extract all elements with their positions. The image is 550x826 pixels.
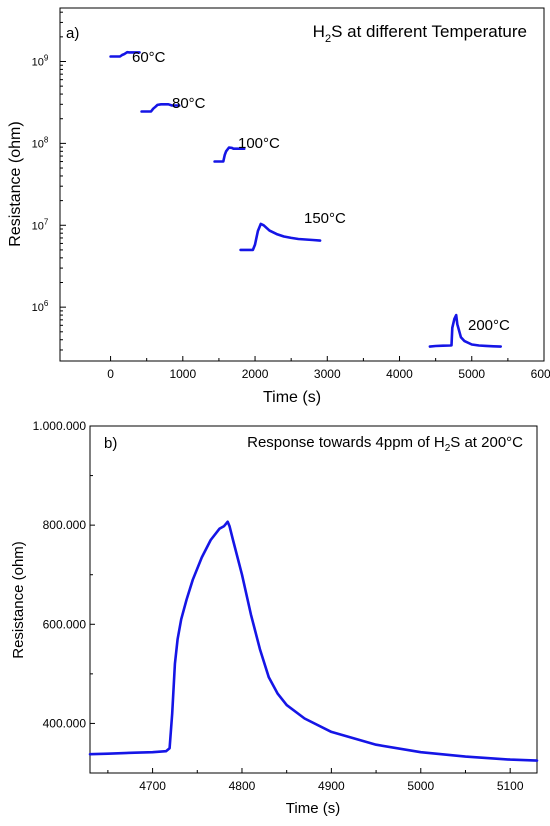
panel-a-x-tick-label: 6000 — [531, 367, 550, 381]
panel-a-plot-frame — [59, 7, 545, 362]
panel-a-label: a) — [66, 25, 79, 42]
panel-a-x-tick-label: 3000 — [314, 367, 341, 381]
panel-a-y-tick-label: 109 — [32, 53, 49, 68]
panel-b-x-tick-label: 5000 — [407, 779, 434, 793]
panel-a-title-rest: S at different Temperature — [331, 22, 527, 41]
panel-a-series-label: 60°C — [132, 49, 166, 66]
panel-a-series-line — [109, 50, 141, 58]
panel-a-y-tick-label: 107 — [32, 217, 49, 232]
panel-b-title-rest: S at 200°C — [450, 434, 523, 451]
panel-a-title-sub: 2 — [325, 33, 331, 45]
panel-a-y-axis-label: Resistance (ohm) — [7, 121, 24, 246]
panel-b-title-sub: 2 — [445, 443, 451, 454]
panel-b-label: b) — [104, 435, 117, 452]
panel-a-series-line — [140, 103, 181, 113]
panel-b-series-line — [88, 520, 539, 762]
panel-a-x-tick-label: 1000 — [169, 367, 196, 381]
panel-a-title-base: H — [313, 22, 325, 41]
panel-b-series — [88, 520, 539, 762]
panel-b-x-tick-label: 5100 — [497, 779, 524, 793]
panel-a-x-tick-label: 2000 — [242, 367, 269, 381]
panel-b-plot-frame — [89, 425, 538, 774]
panel-b: b) Response towards 4ppm of H2S at 200°C… — [10, 419, 539, 817]
panel-a-y-tick-label: 108 — [32, 135, 49, 150]
panel-b-y-tick-label: 800.000 — [43, 518, 87, 532]
panel-b-y-axis-label: Resistance (ohm) — [10, 541, 27, 659]
panel-a-series-label: 100°C — [238, 135, 280, 152]
panel-a-y-ticks: 106 107 108 109 — [32, 11, 66, 351]
panel-a-x-tick-label: 5000 — [458, 367, 485, 381]
panel-a-x-tick-label: 4000 — [386, 367, 413, 381]
panel-a-series-labels: 60°C 80°C 100°C 150°C 200°C — [132, 49, 510, 334]
panel-a-series — [109, 50, 503, 348]
panel-b-y-tick-label: 600.000 — [43, 617, 87, 631]
panel-b-x-tick-label: 4700 — [139, 779, 166, 793]
panel-a-series-label: 80°C — [172, 95, 206, 112]
panel-b-y-ticks: 400.000 600.000 800.000 1.000.000 — [33, 419, 95, 730]
panel-b-y-tick-label: 400.000 — [43, 716, 87, 730]
panel-a-series-label: 150°C — [304, 210, 346, 227]
panel-a-x-ticks: 0 1000 2000 3000 4000 5000 6000 — [107, 356, 550, 381]
panel-a: a) H2S at different Temperature Time (s)… — [7, 7, 550, 406]
panel-b-x-tick-label: 4900 — [318, 779, 345, 793]
panel-b-x-tick-label: 4800 — [229, 779, 256, 793]
panel-b-title: Response towards 4ppm of H2S at 200°C — [247, 434, 523, 454]
panel-a-title: H2S at different Temperature — [313, 22, 527, 45]
panel-a-series-line — [213, 146, 246, 163]
panel-a-series-line — [239, 222, 322, 252]
panel-b-x-ticks: 4700 4800 4900 5000 5100 — [107, 768, 524, 793]
panel-b-y-tick-label: 1.000.000 — [33, 419, 87, 433]
panel-a-y-tick-label: 106 — [32, 299, 49, 314]
panel-b-x-axis-label: Time (s) — [286, 800, 340, 817]
panel-a-x-tick-label: 0 — [107, 367, 114, 381]
panel-a-x-axis-label: Time (s) — [263, 389, 321, 406]
panel-a-series-label: 200°C — [468, 317, 510, 334]
panel-a-series-line — [428, 313, 503, 348]
panel-b-title-base: Response towards 4ppm of H — [247, 434, 445, 451]
